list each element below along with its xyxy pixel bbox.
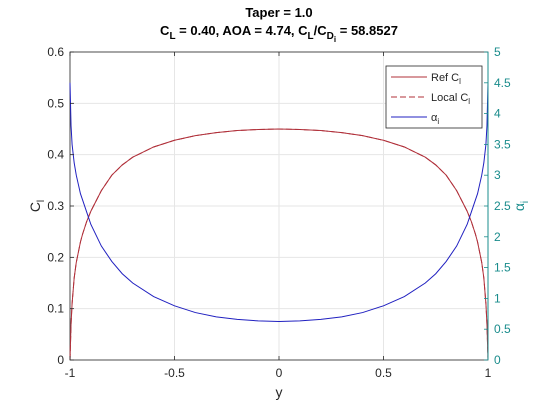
legend-label-2: αi — [431, 112, 439, 126]
title-part-7: = 58.8527 — [336, 23, 398, 38]
right-y-label-sub: i — [520, 201, 531, 203]
title-part-6: i — [334, 35, 336, 44]
title-line-1: Taper = 1.0 — [245, 5, 312, 20]
legend-label-1: Local Cl — [431, 92, 470, 106]
left-y-label-sub: l — [36, 200, 47, 202]
title-part-3: L — [308, 31, 314, 42]
series-lines — [69, 82, 489, 361]
x-tick-label-1: -1 — [65, 366, 76, 380]
x-tick-label-0: 0 — [276, 366, 283, 380]
left-y-tick-label-0-3: 0.3 — [47, 199, 64, 213]
title-part-5: D — [327, 31, 334, 42]
left-y-tick-label-0-1: 0.1 — [47, 302, 64, 316]
left-y-axis-label: Cl — [27, 200, 47, 212]
right-y-label-main: α — [511, 203, 527, 211]
title-part-1: L — [169, 31, 175, 42]
right-y-axis-label: αi — [511, 201, 531, 211]
right-y-tick-label-3-5: 3.5 — [494, 137, 511, 151]
right-y-tick-label-2-5: 2.5 — [494, 199, 511, 213]
right-y-tick-label-1: 1 — [494, 291, 501, 305]
series-line-local-c-l — [69, 128, 489, 361]
right-y-axis-ticks: 0 0.5 1 1.5 2 2.5 3 3.5 4 4.5 5 — [484, 45, 511, 367]
left-y-label-main: C — [27, 202, 43, 212]
legend-label-sub-0: l — [459, 77, 461, 86]
title-part-0: C — [160, 23, 170, 38]
left-y-tick-label-0-5: 0.5 — [47, 96, 64, 110]
series-line-i — [69, 82, 489, 323]
legend-label-0: Ref Cl — [431, 72, 461, 86]
title-part-4: /C — [314, 23, 328, 38]
right-y-tick-label-2: 2 — [494, 230, 501, 244]
title-part-2: = 0.40, AOA = 4.74, C — [176, 23, 309, 38]
x-tick-label-1: 1 — [485, 366, 492, 380]
x-axis-label: y — [276, 384, 283, 400]
left-y-tick-label-0-4: 0.4 — [47, 148, 64, 162]
legend-label-main-0: Ref C — [431, 72, 459, 84]
right-y-tick-label-1-5: 1.5 — [494, 261, 511, 275]
title-line-2: CL = 0.40, AOA = 4.74, CL/CDi = 58.8527 — [160, 23, 398, 44]
right-y-tick-label-5: 5 — [494, 45, 501, 59]
legend-label-sub-2: i — [437, 117, 439, 126]
chart-title: Taper = 1.0 CL = 0.40, AOA = 4.74, CL/CD… — [160, 5, 398, 44]
right-y-tick-label-4: 4 — [494, 107, 501, 121]
left-y-tick-label-0-2: 0.2 — [47, 250, 64, 264]
right-y-tick-label-3: 3 — [494, 168, 501, 182]
right-y-tick-label-0: 0 — [494, 353, 501, 367]
x-tick-label-0-5: -0.5 — [164, 366, 185, 380]
legend-label-main-1: Local C — [431, 92, 468, 104]
legend-label-main-2: α — [431, 112, 438, 124]
left-y-tick-label-0-6: 0.6 — [47, 45, 64, 59]
right-y-tick-label-4-5: 4.5 — [494, 76, 511, 90]
left-y-axis-ticks: 0 0.1 0.2 0.3 0.4 0.5 0.6 — [47, 45, 74, 367]
legend-label-sub-1: l — [468, 97, 470, 106]
left-y-tick-label-0: 0 — [57, 353, 64, 367]
right-y-tick-label-0-5: 0.5 — [494, 322, 511, 336]
x-tick-label-0-5: 0.5 — [375, 366, 392, 380]
